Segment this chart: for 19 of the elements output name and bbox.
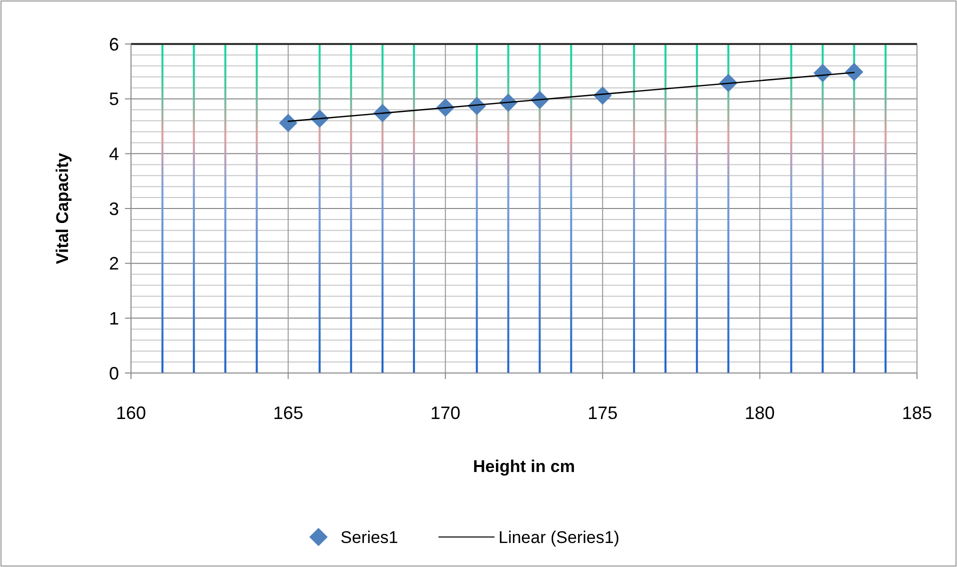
x-tick-label: 165 bbox=[273, 403, 304, 423]
x-tick-label: 185 bbox=[902, 403, 932, 423]
y-tick-label: 0 bbox=[108, 363, 119, 384]
x-axis-title: Height in cm bbox=[472, 457, 576, 476]
y-tick-label: 3 bbox=[108, 198, 119, 219]
x-tick-label: 160 bbox=[116, 403, 146, 423]
legend-label: Series1 bbox=[340, 528, 398, 547]
x-tick-label: 180 bbox=[744, 403, 775, 423]
y-axis-title: Vital Capacity bbox=[53, 152, 72, 264]
x-tick-label: 175 bbox=[588, 403, 618, 423]
y-tick-label: 2 bbox=[108, 254, 119, 274]
legend-label: Linear (Series1) bbox=[498, 528, 620, 547]
point bbox=[279, 114, 298, 132]
x-tick-label: 170 bbox=[430, 403, 460, 423]
y-tick-label: 6 bbox=[108, 34, 119, 54]
y-tick-label: 5 bbox=[108, 89, 119, 110]
point bbox=[844, 62, 864, 82]
y-tick-label: 1 bbox=[108, 308, 119, 328]
y-tick-label: 4 bbox=[108, 144, 119, 164]
